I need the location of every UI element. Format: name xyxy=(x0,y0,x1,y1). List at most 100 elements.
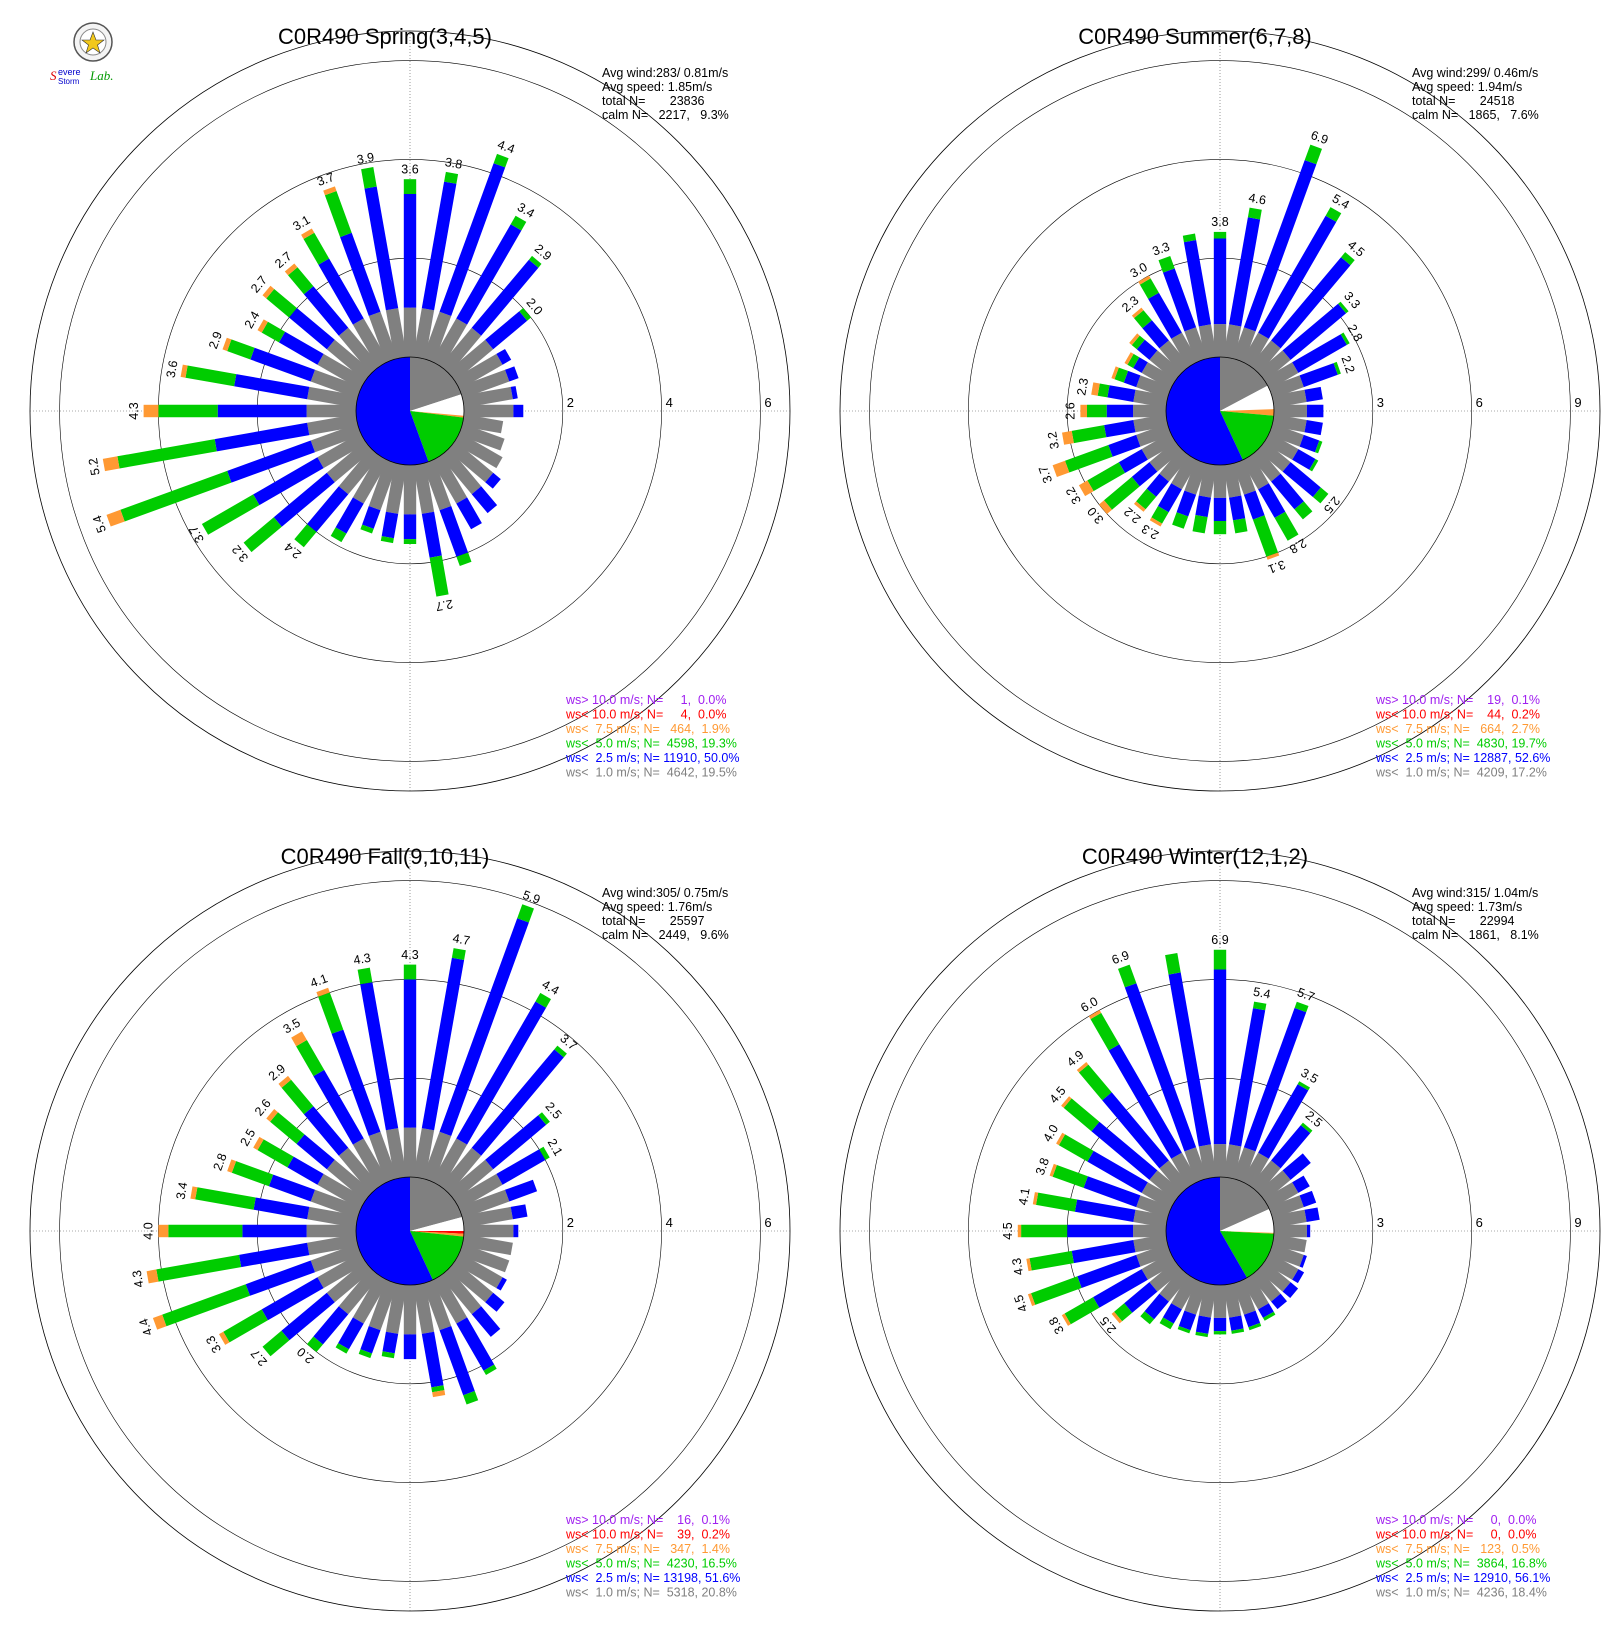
bar-orange xyxy=(1049,1163,1057,1177)
bar-orange xyxy=(1080,404,1087,418)
bar-blue xyxy=(1229,217,1261,327)
polar-grid: 3 6 9 xyxy=(839,30,1601,792)
ring-tick-label: 4 xyxy=(666,395,673,410)
bar-green xyxy=(294,524,317,548)
bar-gray xyxy=(317,1252,367,1289)
bar-gray xyxy=(413,463,435,514)
bar-blue xyxy=(1258,1303,1274,1318)
bar-blue xyxy=(1304,420,1323,436)
bar-blue xyxy=(1243,1007,1307,1152)
bar-blue xyxy=(1213,969,1227,1145)
bar-orange xyxy=(257,319,268,333)
chart-title: C0R490 Fall(9,10,11) xyxy=(281,844,490,869)
bar-blue xyxy=(510,386,518,400)
bar-gray xyxy=(368,1279,398,1331)
bar-gray xyxy=(458,369,510,399)
bar-green xyxy=(1233,518,1248,534)
bar-green xyxy=(281,1079,314,1115)
bar-gray xyxy=(1250,1160,1281,1194)
bar-green xyxy=(117,439,217,469)
bar-gray xyxy=(1213,1285,1227,1318)
legend-entry: ws< 2.5 m/s; N= 12910, 56.1% xyxy=(1375,1571,1550,1585)
bar-blue xyxy=(1162,1303,1182,1324)
bar-blue xyxy=(1104,420,1136,438)
bar-blue xyxy=(421,181,457,311)
bar-blue xyxy=(1229,1315,1244,1331)
bar-blue xyxy=(485,311,528,350)
bar-blue xyxy=(281,1292,335,1341)
legend-entry: ws< 5.0 m/s; N= 4830, 19.7% xyxy=(1375,737,1547,751)
calm-sector xyxy=(1220,385,1274,411)
legend-entry: ws< 7.5 m/s; N= 464, 1.9% xyxy=(565,722,730,736)
bar-gray xyxy=(1257,1170,1291,1201)
legend-entry: ws> 10.0 m/s; N= 0, 0.0% xyxy=(1375,1513,1537,1527)
legend-entry: ws> 10.0 m/s; N= 19, 0.1% xyxy=(1375,693,1540,707)
bar-gray xyxy=(352,318,389,368)
bar-orange xyxy=(227,1159,237,1173)
bar-blue xyxy=(510,1204,528,1220)
bar-gray xyxy=(317,432,367,469)
bar-blue xyxy=(382,1331,399,1354)
bar-blue xyxy=(1158,483,1182,513)
bar-gray xyxy=(453,1173,503,1210)
bar-green xyxy=(1297,1081,1310,1091)
bar-gray xyxy=(1136,423,1172,447)
calm-sector xyxy=(410,411,464,418)
bar-orange xyxy=(1111,366,1119,380)
legend-entry: ws< 5.0 m/s; N= 4230, 16.5% xyxy=(565,1557,737,1571)
stat-line: total N= 23836 xyxy=(602,94,705,108)
ring-circle xyxy=(869,880,1571,1582)
bar-gray xyxy=(440,1268,482,1315)
bar-blue xyxy=(471,1049,564,1156)
bar-green xyxy=(493,153,509,168)
bar-gray xyxy=(462,1206,513,1228)
bar-blue xyxy=(1299,1254,1307,1268)
bar-gray xyxy=(352,1274,389,1324)
calm-pie xyxy=(1165,1176,1275,1286)
bar-blue xyxy=(1118,449,1148,473)
calm-sector xyxy=(1220,1177,1270,1231)
svg-text:S: S xyxy=(50,68,57,83)
bar-orange xyxy=(1061,1313,1071,1326)
bar-blue xyxy=(1067,1224,1134,1238)
bar-green xyxy=(158,404,218,418)
bar-green xyxy=(330,527,347,543)
bar-gray xyxy=(306,1224,356,1238)
bar-gray xyxy=(1159,340,1190,374)
bar-blue xyxy=(513,404,524,418)
bar-blue xyxy=(403,1334,417,1360)
bar-gray xyxy=(422,311,452,363)
bar-gray xyxy=(1141,362,1177,390)
legend-entry: ws< 10.0 m/s; N= 39, 0.2% xyxy=(565,1528,730,1542)
bar-gray xyxy=(1198,1144,1217,1179)
bar-gray xyxy=(1136,375,1172,399)
bar-gray xyxy=(1274,404,1307,418)
bar-gray xyxy=(1232,327,1256,363)
bar-gray xyxy=(368,1131,398,1183)
bar-gray xyxy=(1149,350,1183,381)
bar-blue xyxy=(303,286,349,336)
bar-green xyxy=(1253,1001,1267,1011)
bar-gray xyxy=(338,448,380,495)
bar-total-label: 3.8 xyxy=(1211,215,1228,229)
bar-blue xyxy=(439,1326,475,1396)
bar-gray xyxy=(368,311,398,363)
bar-blue xyxy=(439,163,506,316)
bar-gray xyxy=(1136,1243,1172,1267)
bar-blue xyxy=(471,486,498,514)
bar-green xyxy=(1192,515,1208,534)
windrose-panel-spring: 2 4 6 3.6 3.8 4.4 3.4 2.9 2.0 2.7 2.4 3.2 3.7 5.4 5.2 4… xyxy=(0,0,810,820)
bar-orange xyxy=(1149,517,1163,527)
bar-green xyxy=(1247,207,1262,220)
bar-total-label: 4.4 xyxy=(136,1317,155,1338)
bar-orange xyxy=(432,1390,446,1398)
bar-gray xyxy=(403,1127,417,1177)
bar-gray xyxy=(1171,1274,1199,1310)
bar-gray xyxy=(1141,432,1177,460)
bar-blue xyxy=(1124,983,1197,1152)
bar-total-label: 4.5 xyxy=(1001,1222,1015,1239)
stat-line: calm N= 2449, 9.6% xyxy=(602,928,729,942)
bar-gray xyxy=(307,414,358,436)
bar-total-label: 4.3 xyxy=(352,951,372,968)
bar-blue xyxy=(364,186,399,311)
